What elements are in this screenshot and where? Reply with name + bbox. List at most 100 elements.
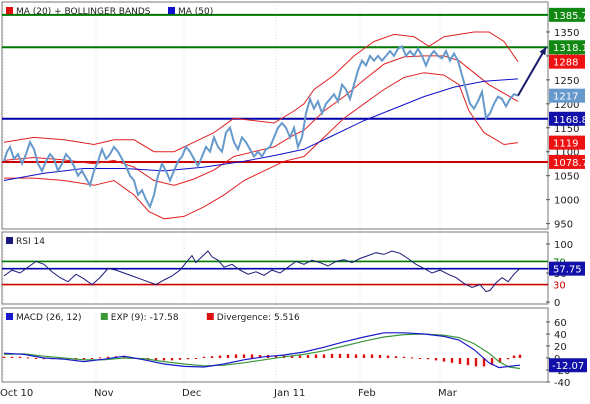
price-y-tick-label: 1150 — [554, 124, 579, 135]
divergence-bar — [354, 354, 358, 358]
rsi-level-tag-text: 30 — [553, 281, 566, 292]
divergence-bar — [34, 358, 38, 359]
ma20-line — [3, 55, 519, 186]
divergence-bar — [370, 354, 374, 358]
divergence-bar — [2, 356, 6, 358]
macd-level-tag — [549, 358, 587, 373]
macd-legend-swatch — [206, 313, 214, 320]
ma50-line — [3, 78, 519, 181]
divergence-bar — [314, 354, 318, 358]
price-level-tag — [549, 7, 585, 22]
price-panel-frame — [1, 1, 549, 230]
rsi-legend-swatch — [6, 237, 13, 244]
divergence-bar — [394, 356, 398, 358]
divergence-bar — [186, 358, 190, 360]
macd-y-tick-label: -40 — [554, 378, 570, 389]
rsi-line — [3, 250, 521, 293]
grid-layer — [3, 2, 441, 382]
price-y-tick-label: 1250 — [554, 76, 579, 87]
price-level-tag-text: 1385.7 — [553, 11, 588, 22]
divergence-bar — [218, 355, 222, 358]
divergence-bar — [434, 358, 438, 361]
divergence-bar — [306, 355, 310, 358]
x-tick-label: Dec — [182, 388, 201, 399]
divergence-bar — [162, 358, 166, 361]
divergence-bar — [226, 355, 230, 358]
divergence-bar — [346, 353, 350, 358]
bollinger-upper-line — [3, 31, 519, 153]
divergence-bar — [290, 355, 294, 358]
divergence-bar — [274, 355, 278, 358]
price-legend-label: MA (50) — [178, 7, 213, 17]
price-level-tag-text: 1078.7 — [553, 158, 588, 169]
divergence-bar — [26, 357, 30, 359]
macd-y-tick-label: 60 — [554, 318, 567, 329]
macd-legend-swatch — [6, 313, 13, 320]
macd-line — [3, 332, 521, 369]
level-tags-layer: 1385.71318.1128812171168.811191078.77057… — [549, 7, 588, 373]
divergence-bar — [466, 358, 470, 366]
divergence-bar — [518, 354, 522, 358]
divergence-bar — [418, 358, 422, 359]
divergence-bar — [458, 358, 462, 364]
price-level-tag — [549, 154, 585, 169]
series-layer — [2, 31, 547, 370]
price-y-tick-label: 950 — [554, 220, 573, 231]
price-y-tick-label: 1100 — [554, 148, 579, 159]
divergence-bar — [298, 355, 302, 358]
divergence-bar — [386, 355, 390, 358]
x-axis-layer: Oct 10 Nov Dec Jan 11 Feb Mar — [0, 388, 458, 399]
macd-legend-label: EXP (9): -17.58 — [111, 313, 179, 323]
divergence-bar — [122, 356, 126, 358]
price-y-tick-label: 1050 — [554, 172, 579, 183]
macd-level-tag-text: -12.07 — [552, 361, 584, 372]
divergence-bar — [242, 354, 246, 358]
x-tick-label: Mar — [438, 388, 458, 399]
price-level-tag-text: 1288 — [553, 58, 578, 69]
divergence-bar — [402, 356, 406, 358]
x-tick-label: Feb — [358, 388, 376, 399]
divergence-bar — [378, 355, 382, 358]
divergence-bar — [210, 356, 214, 358]
price-level-tag-text: 1318.1 — [553, 43, 588, 54]
divergence-bar — [194, 358, 198, 359]
divergence-bar — [450, 358, 454, 363]
price-level-tag-text: 1217 — [553, 92, 578, 103]
price-level-tag — [549, 54, 585, 69]
divergence-bar — [90, 358, 94, 359]
divergence-bar — [178, 358, 182, 360]
divergence-bar — [512, 355, 516, 358]
divergence-bar — [490, 358, 494, 366]
divergence-bar — [250, 354, 254, 358]
price-level-tag — [549, 111, 585, 126]
x-tick-label: Oct 10 — [0, 388, 33, 399]
price-y-tick-label: 1200 — [554, 100, 579, 111]
macd-legend-swatch — [100, 313, 108, 320]
level-lines-layer — [2, 13, 548, 286]
price-legend-label: MA (20) + BOLLINGER BANDS — [16, 7, 151, 17]
divergence-bar — [426, 358, 430, 360]
forecast-arrow-head — [539, 47, 546, 56]
price-y-tick-label: 1350 — [554, 28, 579, 39]
divergence-bar — [506, 358, 510, 360]
divergence-bar — [330, 353, 334, 358]
price-y-tick-label: 1000 — [554, 196, 579, 207]
macd-legend-label: MACD (26, 12) — [16, 313, 82, 323]
legend-layer: MA (20) + BOLLINGER BANDS MA (50) RSI 14 MA… — [6, 7, 300, 323]
divergence-bar — [154, 358, 158, 361]
price-level-tag-text: 1119 — [553, 139, 578, 150]
divergence-bar — [234, 354, 238, 358]
divergence-bar — [322, 354, 326, 358]
macd-y-tick-label: 40 — [554, 330, 567, 341]
rsi-level-tag — [549, 261, 585, 276]
divergence-bar — [410, 357, 414, 359]
price-level-tag — [549, 40, 585, 55]
price-level-tag — [549, 135, 585, 150]
divergence-bar — [362, 354, 366, 358]
macd-panel-frame — [1, 307, 549, 383]
divergence-bar — [202, 356, 206, 358]
macd-y-tick-label: 20 — [554, 342, 567, 353]
divergence-bar — [474, 358, 478, 367]
rsi-y-tick-label: 0 — [554, 298, 560, 309]
